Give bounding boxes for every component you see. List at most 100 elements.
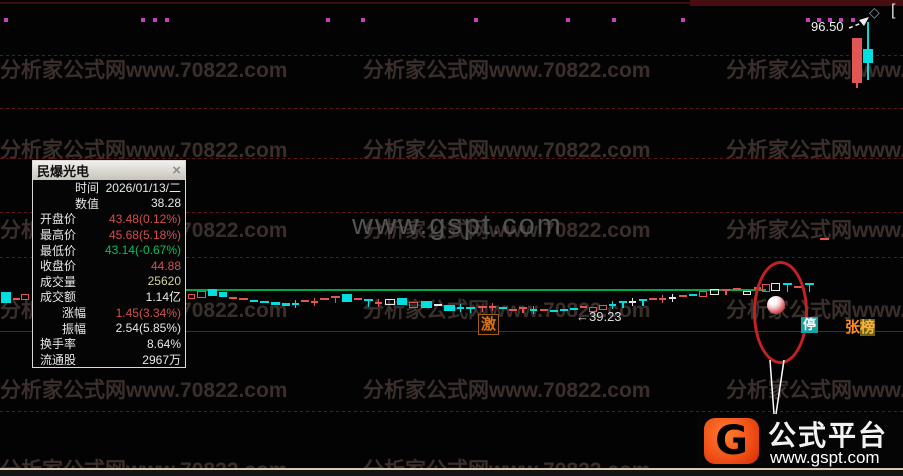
signal-badge-ting: 停 bbox=[801, 317, 819, 333]
candle-wick bbox=[481, 306, 483, 312]
watermark-text: 分析家公式网www.70822.com bbox=[363, 219, 651, 240]
tooltip-title: 民爆光电 bbox=[37, 164, 90, 179]
watermark-text: 分析家公式网www.70822.com bbox=[363, 379, 651, 400]
candle-wick bbox=[808, 283, 810, 292]
candle bbox=[282, 303, 290, 306]
candle bbox=[580, 306, 587, 308]
candle bbox=[649, 298, 657, 300]
candle-wick bbox=[661, 295, 663, 303]
watermark-text: 分析家公式网www.70822.com bbox=[726, 139, 903, 160]
watermark-row: 分析家公式网www.70822.com 分析家公式网www.70822.com 分析… bbox=[0, 134, 903, 160]
signal-dot bbox=[141, 18, 145, 22]
tooltip-row-value: 43.48(0.12%) bbox=[108, 211, 181, 226]
bottom-border-line bbox=[0, 468, 903, 470]
tooltip-row-value: 8.64% bbox=[146, 336, 181, 351]
candle-wick bbox=[642, 299, 644, 306]
tooltip-row-value: 2967万 bbox=[142, 352, 181, 367]
candle bbox=[260, 301, 269, 303]
candle bbox=[733, 288, 741, 290]
diamond-icon[interactable]: ◇ bbox=[869, 4, 880, 20]
candle bbox=[509, 309, 517, 311]
tooltip-row: 成交额 1.14亿 bbox=[33, 289, 185, 305]
stock-tooltip-panel[interactable]: 民爆光电 × 时间 2026/01/13/二 数值 38.28 开盘价 43.48(0.1… bbox=[32, 160, 186, 369]
tooltip-row-value: 2026/01/13/二 bbox=[105, 181, 181, 196]
tooltip-row: 成交量 25620 bbox=[33, 274, 185, 290]
candle bbox=[1, 292, 11, 303]
candle-wick bbox=[459, 304, 461, 312]
watermark-text: 分析家公式网www.70822.com bbox=[0, 59, 288, 80]
candle bbox=[250, 300, 258, 302]
gspt-brand-text: 公式平台 bbox=[768, 420, 889, 451]
solid-grid-line bbox=[0, 331, 903, 332]
tooltip-row-value: 25620 bbox=[147, 274, 181, 289]
watermark-text: 分析家公式网www.70822.com bbox=[726, 219, 903, 240]
candle bbox=[21, 294, 29, 300]
tooltip-row: 流通股 2967万 bbox=[33, 352, 185, 368]
candle bbox=[679, 295, 687, 297]
candle-wick bbox=[631, 298, 633, 306]
candle bbox=[743, 291, 751, 295]
watermark-text: 分析家公式网www.70822.com bbox=[726, 379, 903, 400]
candle bbox=[385, 299, 395, 305]
bracket-icon: [ bbox=[891, 2, 896, 19]
candle bbox=[409, 302, 418, 308]
candle-wick bbox=[725, 289, 727, 295]
zhang-char: 张 bbox=[845, 319, 861, 336]
signal-dot bbox=[361, 18, 365, 22]
candle bbox=[354, 298, 362, 300]
bottom-strip bbox=[0, 470, 903, 476]
signal-dot bbox=[4, 18, 8, 22]
tooltip-row-label: 收盘价 bbox=[40, 259, 77, 274]
gspt-logo-icon: G bbox=[704, 418, 759, 464]
signal-dot bbox=[817, 18, 821, 22]
tooltip-row-label: 成交量 bbox=[40, 274, 77, 289]
tooltip-row-label: 最高价 bbox=[40, 228, 77, 243]
gspt-logo-panel: G 公式平台 www.gspt.com bbox=[697, 412, 903, 470]
tooltip-row: 最低价 43.14(-0.67%) bbox=[33, 242, 185, 258]
tooltip-row: 数值 38.28 bbox=[33, 196, 185, 212]
candle bbox=[434, 304, 442, 306]
high-price-label: 96.50 bbox=[811, 19, 844, 34]
signal-dot bbox=[839, 18, 843, 22]
candle-wick bbox=[367, 299, 369, 307]
tooltip-row: 涨幅 1.45(3.34%) bbox=[33, 305, 185, 321]
dashed-grid-line bbox=[0, 411, 903, 412]
candle bbox=[689, 294, 697, 296]
candle-wick bbox=[867, 22, 869, 50]
candle bbox=[188, 294, 195, 299]
close-icon[interactable]: × bbox=[172, 162, 181, 179]
candle-wick bbox=[313, 298, 315, 306]
candle bbox=[301, 300, 309, 302]
top-border-band bbox=[690, 0, 903, 6]
candle-wick bbox=[622, 301, 624, 308]
tooltip-title-bar[interactable]: 民爆光电 × bbox=[33, 161, 185, 180]
tooltip-row-label: 时间 bbox=[75, 181, 100, 196]
tooltip-row-label: 数值 bbox=[75, 196, 100, 211]
watermark-text: 分析家公式网www.70822.com bbox=[363, 59, 651, 80]
tooltip-row-value: 2.54(5.85%) bbox=[115, 321, 181, 336]
tooltip-row-value: 38.28 bbox=[150, 196, 181, 211]
candle-wick bbox=[522, 307, 524, 313]
dashed-grid-line bbox=[0, 158, 903, 159]
signal-dot bbox=[681, 18, 685, 22]
green-reference-line bbox=[186, 289, 766, 291]
signal-badge-zhangbang: 张榜 bbox=[845, 316, 876, 337]
tooltip-row-label: 成交额 bbox=[40, 290, 77, 305]
candle-wick bbox=[377, 299, 379, 307]
signal-dot bbox=[326, 18, 330, 22]
tooltip-row-label: 振幅 bbox=[62, 321, 87, 336]
candle-wick bbox=[491, 303, 493, 311]
tooltip-row-value: 1.14亿 bbox=[145, 290, 181, 305]
candle-wick bbox=[294, 300, 296, 308]
candle bbox=[499, 307, 507, 309]
watermark-row: 分析家公式网www.70822.com 分析家公式网www.70822.com 分析… bbox=[0, 54, 903, 80]
candle bbox=[570, 308, 578, 310]
signal-dot bbox=[851, 18, 855, 22]
signal-dot bbox=[566, 18, 570, 22]
center-watermark: www.gspt.com bbox=[352, 209, 563, 241]
watermark-text: 分析家公式网www.70822.com bbox=[0, 379, 288, 400]
candle bbox=[852, 38, 862, 83]
candle bbox=[444, 305, 455, 311]
top-border-line bbox=[0, 2, 903, 4]
